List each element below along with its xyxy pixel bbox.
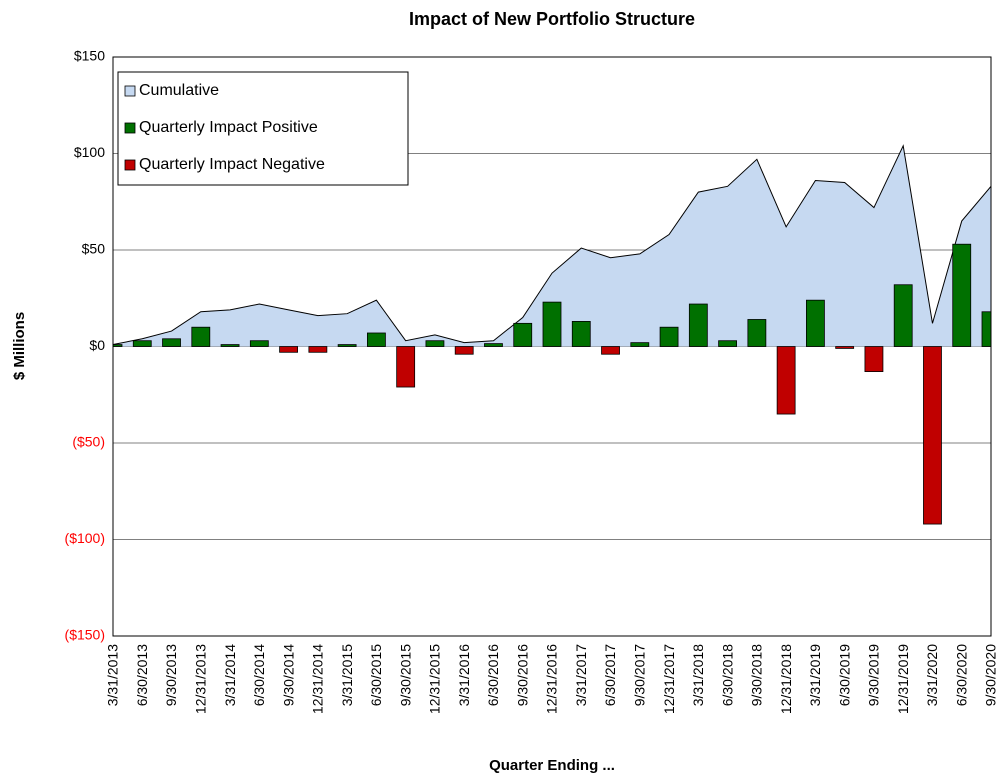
y-tick-label: ($100) <box>65 530 105 546</box>
x-tick-label: 9/30/2013 <box>163 644 179 706</box>
bar <box>923 346 942 525</box>
y-tick-label: ($150) <box>65 627 105 643</box>
x-tick-label: 6/30/2013 <box>134 644 150 706</box>
legend-box <box>117 71 409 186</box>
bar <box>337 344 357 347</box>
bar <box>132 340 152 347</box>
x-tick-label: 6/30/2017 <box>602 644 618 706</box>
bar <box>279 346 299 353</box>
bar <box>718 340 737 347</box>
x-tick-label: 6/30/2019 <box>836 644 852 706</box>
y-tick-label: ($50) <box>72 434 105 450</box>
x-tick-label: 6/30/2014 <box>251 644 267 706</box>
x-tick-label: 9/30/2014 <box>280 644 296 706</box>
bar <box>688 303 708 347</box>
bar <box>484 343 503 347</box>
x-tick-label: 9/30/2016 <box>514 644 530 706</box>
x-tick-label: 9/30/2015 <box>397 644 413 706</box>
legend-swatch <box>124 85 136 97</box>
x-tick-label: 12/31/2014 <box>310 644 326 714</box>
bar <box>864 346 884 372</box>
cumulative-area <box>113 145 991 347</box>
x-tick-label: 3/31/2018 <box>690 644 706 706</box>
legend-swatch <box>124 159 136 171</box>
y-tick-label: $150 <box>74 48 105 64</box>
legend: Cumulative Quarterly Impact Positive Quart… <box>117 71 409 186</box>
bar <box>542 301 562 347</box>
x-tick-label: 3/31/2015 <box>339 644 355 706</box>
x-tick-label: 9/30/2020 <box>983 644 999 706</box>
legend-label: Quarterly Impact Negative <box>139 156 325 173</box>
x-tick-label: 6/30/2016 <box>485 644 501 706</box>
chart-title: Impact of New Portfolio Structure <box>409 9 695 29</box>
x-tick-label: 12/31/2016 <box>544 644 560 714</box>
bar <box>630 342 650 347</box>
bar <box>806 299 825 347</box>
legend-label: Cumulative <box>139 82 219 99</box>
x-tick-label: 12/31/2019 <box>895 644 911 714</box>
x-axis-title: Quarter Ending ... <box>489 757 615 774</box>
bar <box>513 322 533 347</box>
x-tick-label: 12/31/2017 <box>661 644 677 714</box>
y-axis-title: $ Millions <box>11 312 28 380</box>
bar <box>835 346 855 349</box>
bar <box>776 346 796 415</box>
plot-marks <box>113 144 991 525</box>
x-tick-label: 12/31/2015 <box>427 644 443 714</box>
x-tick-label: 12/31/2013 <box>193 644 209 714</box>
y-tick-label: $0 <box>89 337 105 353</box>
bar <box>425 340 445 347</box>
bar <box>601 346 620 355</box>
x-tick-label: 3/31/2020 <box>924 644 940 706</box>
x-tick-label: 12/31/2018 <box>778 644 794 714</box>
x-tick-label: 6/30/2018 <box>719 644 735 706</box>
cumulative-line <box>113 144 991 346</box>
bar <box>191 326 211 347</box>
x-tick-label: 6/30/2015 <box>368 644 384 706</box>
x-tick-label: 9/30/2018 <box>749 644 765 706</box>
x-tick-label: 3/31/2019 <box>807 644 823 706</box>
bar <box>220 344 240 347</box>
x-tick-label: 3/31/2014 <box>222 644 238 706</box>
bar <box>366 332 386 347</box>
x-tick-label: 6/30/2020 <box>953 644 969 706</box>
y-tick-label: $50 <box>82 241 106 257</box>
x-tick-label: 3/31/2017 <box>573 644 589 706</box>
legend-swatch <box>124 122 136 134</box>
plot-border <box>112 56 992 637</box>
bar <box>308 346 328 353</box>
bar <box>113 344 123 347</box>
x-tick-label: 3/31/2013 <box>105 644 121 706</box>
bar <box>659 326 679 347</box>
bar <box>454 346 474 355</box>
bar <box>571 321 591 347</box>
bar <box>162 338 181 347</box>
x-tick-label: 3/31/2016 <box>456 644 472 706</box>
bar <box>396 346 416 388</box>
legend-label: Quarterly Impact Positive <box>139 119 318 136</box>
y-tick-label: $100 <box>74 144 105 160</box>
x-tick-label: 9/30/2019 <box>866 644 882 706</box>
bar <box>952 243 972 347</box>
x-tick-label: 9/30/2017 <box>632 644 648 706</box>
bar <box>893 284 913 347</box>
bar <box>981 311 991 347</box>
bar <box>249 340 269 347</box>
bar <box>747 319 767 347</box>
